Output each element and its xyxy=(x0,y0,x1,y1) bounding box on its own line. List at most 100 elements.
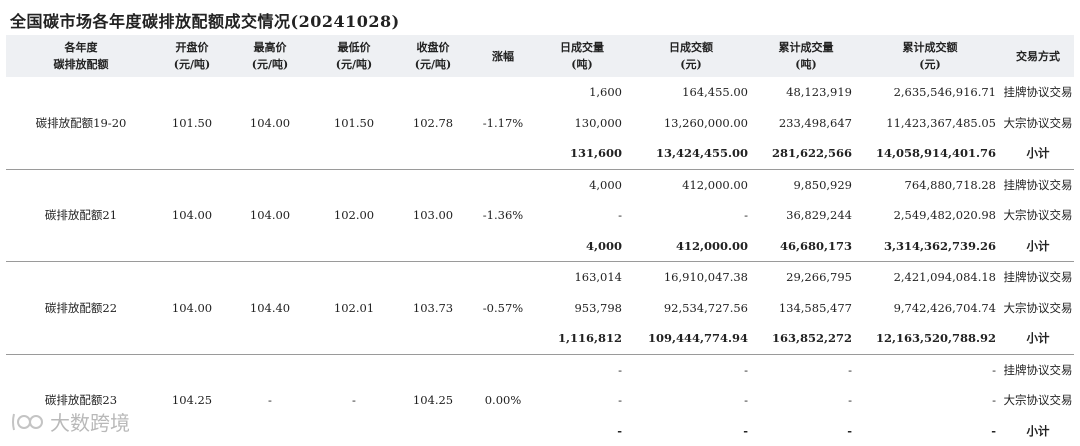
allowance-name: 碳排放配额21 xyxy=(6,169,156,262)
open-price: 104.00 xyxy=(156,169,228,262)
carbon-trading-table: 各年度碳排放配额 开盘价(元/吨) 最高价(元/吨) 最低价(元/吨) 收盘价(… xyxy=(6,35,1074,446)
cumulative-volume: 46,680,173 xyxy=(754,231,858,262)
cumulative-volume: 134,585,477 xyxy=(754,293,858,324)
close-price: 104.25 xyxy=(396,354,470,446)
cumulative-volume: - xyxy=(754,385,858,416)
header-cell: 最低价(元/吨) xyxy=(312,35,396,77)
trade-method: 小计 xyxy=(1002,416,1074,446)
daily-volume: 1,116,812 xyxy=(536,323,628,354)
high-price: 104.40 xyxy=(228,262,312,355)
open-price: 104.00 xyxy=(156,262,228,355)
table-row: 碳排放配额22 104.00 104.40 102.01 103.73 -0.5… xyxy=(6,262,1074,293)
cumulative-amount: 11,423,367,485.05 xyxy=(858,108,1002,139)
low-price: 101.50 xyxy=(312,77,396,169)
daily-amount: 16,910,047.38 xyxy=(628,262,754,293)
close-price: 103.73 xyxy=(396,262,470,355)
daily-amount: - xyxy=(628,354,754,385)
cumulative-volume: 48,123,919 xyxy=(754,77,858,108)
cumulative-amount: 3,314,362,739.26 xyxy=(858,231,1002,262)
daily-volume: 131,600 xyxy=(536,138,628,169)
cumulative-amount: - xyxy=(858,385,1002,416)
close-price: 103.00 xyxy=(396,169,470,262)
cumulative-volume: - xyxy=(754,416,858,446)
daily-amount: 109,444,774.94 xyxy=(628,323,754,354)
open-price: 101.50 xyxy=(156,77,228,169)
trade-method: 挂牌协议交易 xyxy=(1002,262,1074,293)
table-row: 碳排放配额19-20 101.50 104.00 101.50 102.78 -… xyxy=(6,77,1074,108)
close-price: 102.78 xyxy=(396,77,470,169)
daily-volume: - xyxy=(536,416,628,446)
header-row: 各年度碳排放配额 开盘价(元/吨) 最高价(元/吨) 最低价(元/吨) 收盘价(… xyxy=(6,35,1074,77)
cumulative-volume: 233,498,647 xyxy=(754,108,858,139)
daily-volume: 953,798 xyxy=(536,293,628,324)
trade-method: 挂牌协议交易 xyxy=(1002,169,1074,200)
kk-logo-icon xyxy=(10,410,46,434)
cumulative-amount: 12,163,520,788.92 xyxy=(858,323,1002,354)
table-row: 碳排放配额23 104.25 - - 104.25 0.00% - - - - … xyxy=(6,354,1074,385)
daily-amount: - xyxy=(628,416,754,446)
daily-volume: 163,014 xyxy=(536,262,628,293)
daily-amount: 92,534,727.56 xyxy=(628,293,754,324)
cumulative-volume: 29,266,795 xyxy=(754,262,858,293)
cumulative-volume: 163,852,272 xyxy=(754,323,858,354)
trade-method: 大宗协议交易 xyxy=(1002,200,1074,231)
header-cell: 交易方式 xyxy=(1002,35,1074,77)
header-cell: 各年度碳排放配额 xyxy=(6,35,156,77)
cumulative-volume: 9,850,929 xyxy=(754,169,858,200)
low-price: 102.00 xyxy=(312,169,396,262)
trade-method: 挂牌协议交易 xyxy=(1002,77,1074,108)
header-cell: 收盘价(元/吨) xyxy=(396,35,470,77)
cumulative-volume: - xyxy=(754,354,858,385)
cumulative-amount: 764,880,718.28 xyxy=(858,169,1002,200)
allowance-name: 碳排放配额19-20 xyxy=(6,77,156,169)
daily-volume: - xyxy=(536,354,628,385)
header-cell: 日成交额(元) xyxy=(628,35,754,77)
cumulative-amount: 14,058,914,401.76 xyxy=(858,138,1002,169)
trade-method: 大宗协议交易 xyxy=(1002,293,1074,324)
daily-volume: 4,000 xyxy=(536,169,628,200)
trade-method: 大宗协议交易 xyxy=(1002,108,1074,139)
allowance-name: 碳排放配额22 xyxy=(6,262,156,355)
cumulative-amount: 2,635,546,916.71 xyxy=(858,77,1002,108)
cumulative-amount: - xyxy=(858,354,1002,385)
open-price: 104.25 xyxy=(156,354,228,446)
trade-method: 大宗协议交易 xyxy=(1002,385,1074,416)
header-cell: 日成交量(吨) xyxy=(536,35,628,77)
high-price: - xyxy=(228,354,312,446)
high-price: 104.00 xyxy=(228,77,312,169)
low-price: 102.01 xyxy=(312,262,396,355)
watermark: 大数跨境 xyxy=(10,407,130,436)
daily-amount: - xyxy=(628,200,754,231)
cumulative-volume: 281,622,566 xyxy=(754,138,858,169)
daily-amount: 164,455.00 xyxy=(628,77,754,108)
daily-volume: 130,000 xyxy=(536,108,628,139)
cumulative-amount: - xyxy=(858,416,1002,446)
cumulative-amount: 9,742,426,704.74 xyxy=(858,293,1002,324)
price-change: -1.17% xyxy=(470,77,536,169)
low-price: - xyxy=(312,354,396,446)
daily-amount: 412,000.00 xyxy=(628,231,754,262)
daily-volume: 1,600 xyxy=(536,77,628,108)
header-cell: 涨幅 xyxy=(470,35,536,77)
daily-volume: - xyxy=(536,385,628,416)
trade-method: 小计 xyxy=(1002,231,1074,262)
high-price: 104.00 xyxy=(228,169,312,262)
daily-amount: 412,000.00 xyxy=(628,169,754,200)
watermark-text: 大数跨境 xyxy=(50,407,130,436)
trade-method: 挂牌协议交易 xyxy=(1002,354,1074,385)
header-cell: 累计成交额(元) xyxy=(858,35,1002,77)
cumulative-volume: 36,829,244 xyxy=(754,200,858,231)
header-cell: 最高价(元/吨) xyxy=(228,35,312,77)
header-cell: 累计成交量(吨) xyxy=(754,35,858,77)
trade-method: 小计 xyxy=(1002,323,1074,354)
price-change: 0.00% xyxy=(470,354,536,446)
cumulative-amount: 2,421,094,084.18 xyxy=(858,262,1002,293)
daily-amount: 13,424,455.00 xyxy=(628,138,754,169)
cumulative-amount: 2,549,482,020.98 xyxy=(858,200,1002,231)
daily-volume: - xyxy=(536,200,628,231)
daily-volume: 4,000 xyxy=(536,231,628,262)
trade-method: 小计 xyxy=(1002,138,1074,169)
daily-amount: - xyxy=(628,385,754,416)
table-row: 碳排放配额21 104.00 104.00 102.00 103.00 -1.3… xyxy=(6,169,1074,200)
price-change: -1.36% xyxy=(470,169,536,262)
